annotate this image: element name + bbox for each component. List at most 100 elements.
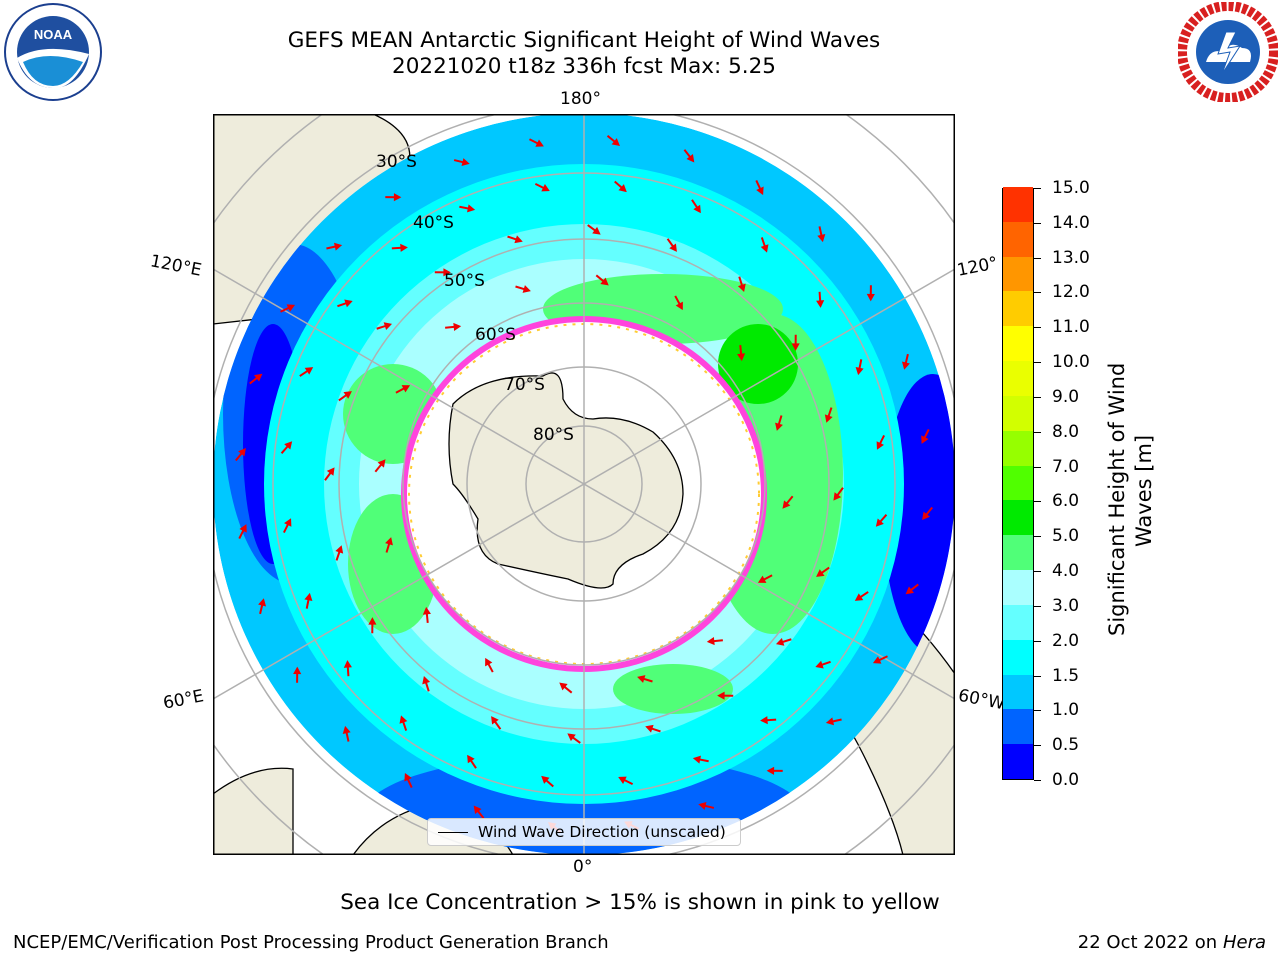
- colorbar-segment: [1003, 569, 1033, 605]
- colorbar-title-line1: Significant Height of Wind: [1105, 362, 1129, 636]
- direction-arrow-head: [342, 725, 351, 735]
- colorbar-tick-label: 7.0: [1052, 456, 1080, 477]
- colorbar-segment: [1003, 325, 1033, 362]
- direction-arrow-head: [756, 186, 764, 196]
- graticule: [213, 114, 955, 855]
- lon-label-120w: 120°: [955, 253, 1000, 281]
- direction-arrow-head: [293, 666, 302, 675]
- colorbar-tick-mark: [1034, 292, 1041, 294]
- direction-arrow-head: [825, 717, 835, 726]
- colorbar-tick-mark: [1034, 396, 1041, 398]
- direction-arrow-head: [401, 385, 411, 393]
- colorbar-segment: [1003, 221, 1033, 257]
- direction-arrow-head: [522, 285, 531, 293]
- direction-arrow-head: [833, 492, 842, 501]
- direction-arrow-head: [872, 656, 882, 664]
- direction-arrow-head: [766, 766, 775, 775]
- colorbar-segment: [1003, 360, 1033, 396]
- lat-label-50s: 50°S: [444, 271, 485, 291]
- lat-label-60s: 60°S: [475, 325, 516, 345]
- colorbar-tick-mark: [1034, 431, 1041, 433]
- direction-arrow-head: [675, 301, 683, 311]
- direction-arrow-head: [485, 657, 493, 667]
- direction-arrow-head: [399, 715, 408, 724]
- direction-arrow-head: [541, 184, 550, 192]
- chart-title: GEFS MEAN Antarctic Significant Height o…: [287, 28, 881, 53]
- colorbar-segment: [1003, 430, 1033, 466]
- direction-arrow-head: [422, 675, 431, 685]
- direction-arrow-head: [791, 343, 800, 351]
- lon-label-0: 0°: [573, 857, 593, 877]
- colorbar-tick-mark: [1034, 188, 1041, 189]
- direction-arrow-head: [393, 193, 402, 202]
- colorbar-tick-label: 0.5: [1052, 735, 1080, 756]
- direction-arrow-head: [737, 283, 746, 293]
- direction-arrow-head: [467, 204, 476, 213]
- direction-arrow-head: [258, 598, 267, 607]
- lat-label-40s: 40°S: [413, 213, 454, 233]
- colorbar-tick-label: 10.0: [1052, 352, 1090, 373]
- direction-arrow-head: [645, 724, 654, 733]
- direction-arrow-head: [618, 184, 627, 193]
- colorbar-segment: [1003, 395, 1033, 431]
- direction-arrow-head: [335, 545, 344, 554]
- direction-arrow-head: [876, 441, 884, 450]
- direction-arrow-head: [239, 524, 247, 533]
- colorbar-tick-label: 1.0: [1052, 700, 1080, 721]
- direction-arrow-head: [875, 518, 884, 527]
- direction-arrow-head: [333, 242, 343, 251]
- colorbar-tick-label: 8.0: [1052, 421, 1080, 442]
- direction-arrow-head: [514, 235, 523, 244]
- legend-line-symbol: [438, 832, 468, 834]
- direction-arrow-head: [326, 467, 335, 476]
- map-frame: [213, 114, 955, 855]
- direction-arrow-head: [901, 361, 910, 370]
- colorbar: [1002, 186, 1034, 780]
- wave-band-0.0-east: [883, 374, 955, 654]
- direction-arrow-head: [559, 682, 568, 691]
- direction-arrow-head: [686, 154, 695, 163]
- antarctica: [448, 372, 684, 589]
- colorbar-tick-mark: [1034, 745, 1041, 747]
- colorbar-tick-mark: [1034, 710, 1041, 712]
- direction-arrow-head: [343, 391, 352, 399]
- noaa-logo: NOAA: [3, 2, 103, 102]
- direction-arrow-head: [473, 805, 482, 814]
- colorbar-segment: [1003, 499, 1033, 536]
- colorbar-tick-label: 0.0: [1052, 770, 1080, 790]
- footer-branch: NCEP/EMC/Verification Post Processing Pr…: [13, 932, 609, 953]
- direction-arrow-head: [921, 435, 929, 444]
- colorbar-tick-mark: [1034, 327, 1041, 329]
- direction-arrow-head: [344, 299, 353, 308]
- colorbar-segment: [1003, 639, 1033, 675]
- lat-label-70s: 70°S: [504, 375, 545, 395]
- colorbar-segment: [1003, 708, 1033, 745]
- map-legend: Wind Wave Direction (unscaled): [427, 818, 741, 846]
- direction-arrow-head: [816, 300, 825, 308]
- colorbar-tick-mark: [1034, 222, 1041, 224]
- direction-arrow-head: [377, 459, 386, 468]
- colorbar-tick-label: 13.0: [1052, 247, 1090, 268]
- direction-arrow-head: [284, 518, 292, 527]
- direction-arrow-head: [383, 322, 393, 331]
- colorbar-segment: [1003, 465, 1033, 501]
- direction-arrow-head: [422, 606, 431, 615]
- direction-arrow-head: [855, 367, 864, 376]
- direction-arrow-head: [491, 716, 499, 725]
- colorbar-tick-label: 12.0: [1052, 282, 1090, 303]
- colorbar-tick-label: 9.0: [1052, 386, 1080, 407]
- direction-arrow-head: [905, 586, 914, 595]
- direction-arrow-head: [816, 569, 825, 577]
- direction-arrow-head: [461, 158, 470, 167]
- colorbar-tick-mark: [1034, 780, 1041, 781]
- noaa-logo-text: NOAA: [34, 27, 73, 42]
- direction-arrow-head: [866, 293, 875, 302]
- direction-arrow-head: [618, 776, 627, 784]
- colorbar-tick-label: 2.0: [1052, 630, 1080, 651]
- direction-arrow-head: [535, 139, 544, 147]
- direction-arrow-head: [706, 637, 715, 646]
- colorbar-segment: [1003, 186, 1033, 222]
- direction-arrow-head: [693, 204, 701, 214]
- direction-arrow-head: [541, 775, 550, 784]
- direction-arrow-head: [238, 448, 246, 457]
